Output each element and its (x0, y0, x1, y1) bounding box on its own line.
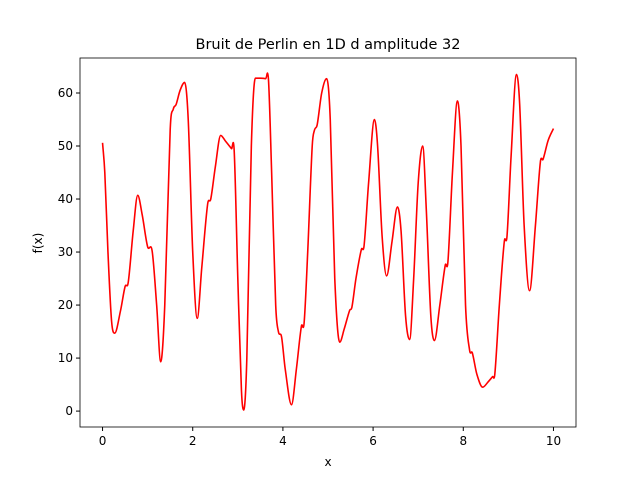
x-tick-label: 4 (279, 434, 287, 448)
x-tick-label: 8 (459, 434, 467, 448)
y-tick-label: 60 (58, 86, 73, 100)
x-tick-label: 10 (546, 434, 561, 448)
y-tick-label: 0 (65, 404, 73, 418)
y-tick-label: 50 (58, 139, 73, 153)
y-tick-label: 20 (58, 298, 73, 312)
x-axis-label: x (324, 455, 331, 469)
y-axis-label: f(x) (31, 233, 45, 254)
chart-title: Bruit de Perlin en 1D d amplitude 32 (196, 37, 461, 53)
y-tick-label: 40 (58, 192, 73, 206)
x-tick-label: 0 (99, 434, 107, 448)
line (101, 72, 555, 411)
y-tick-label: 30 (58, 245, 73, 259)
x-tick-label: 2 (189, 434, 197, 448)
plot-frame (79, 57, 577, 428)
x-tick-label: 6 (369, 434, 377, 448)
y-tick-label: 10 (58, 351, 73, 365)
